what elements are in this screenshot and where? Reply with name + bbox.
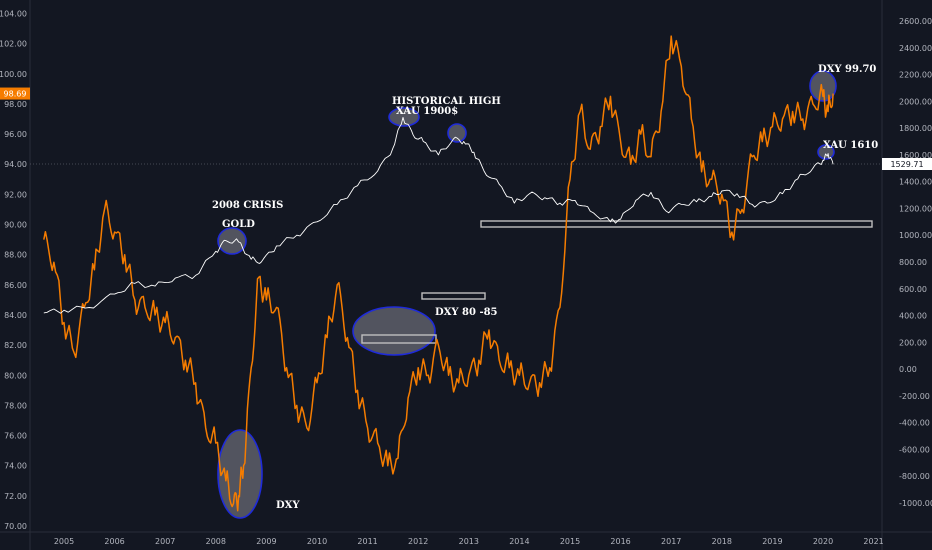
left-tick-label: 102.00 — [0, 40, 27, 49]
series-lines — [43, 35, 834, 512]
dxy-box-2[interactable] — [421, 292, 486, 300]
time-tick-label: 2009 — [256, 537, 276, 546]
xau-high-ellipse[interactable] — [388, 107, 420, 127]
left-tick-label: 100.00 — [0, 70, 27, 79]
time-tick-label: 2017 — [661, 537, 681, 546]
dxy-2020-ellipse[interactable] — [809, 70, 837, 102]
time-tick-label: 2013 — [459, 537, 479, 546]
right-tick-label: 400.00 — [899, 312, 927, 321]
left-tick-label: 78.00 — [4, 401, 27, 410]
dxy-label: DXY — [276, 500, 300, 511]
right-tick-label: -1000.00 — [899, 499, 932, 508]
xau-1900-label: XAU 1900$ — [396, 106, 458, 117]
time-tick-label: 2012 — [408, 537, 428, 546]
right-tick-label: -600.00 — [899, 445, 930, 454]
xau-2012-ellipse[interactable] — [447, 123, 467, 143]
time-tick-label: 2016 — [610, 537, 630, 546]
right-tick-label: 0.00 — [899, 365, 917, 374]
time-tick-label: 2019 — [762, 537, 782, 546]
right-tick-label: 600.00 — [899, 285, 927, 294]
time-tick-label: 2010 — [307, 537, 327, 546]
left-tick-label: 96.00 — [4, 130, 27, 139]
drawing-shapes[interactable] — [217, 70, 873, 519]
left-tick-label: 94.00 — [4, 160, 27, 169]
left-tick-label: 88.00 — [4, 251, 27, 260]
left-tick-label: 84.00 — [4, 311, 27, 320]
time-tick-label: 2011 — [357, 537, 377, 546]
left-tick-label: 92.00 — [4, 190, 27, 199]
time-tick-label: 2007 — [155, 537, 175, 546]
time-tick-label: 2014 — [509, 537, 529, 546]
right-tick-label: 2200.00 — [899, 71, 932, 80]
left-tick-label: 82.00 — [4, 341, 27, 350]
right-tick-label: 800.00 — [899, 258, 927, 267]
xau-current-value: 1529.71 — [890, 160, 923, 169]
right-tick-label: 1800.00 — [899, 124, 932, 133]
right-tick-label: -200.00 — [899, 392, 930, 401]
right-tick-label: 1200.00 — [899, 204, 932, 213]
left-axis: 70.00 72.00 74.00 76.00 78.00 80.00 82.00 84.00… — [0, 10, 30, 531]
right-tick-label: 1000.00 — [899, 231, 932, 240]
dxy-range-ellipse[interactable] — [352, 306, 436, 356]
right-tick-label: -400.00 — [899, 419, 930, 428]
time-tick-label: 2006 — [104, 537, 124, 546]
xau-series-line — [43, 116, 834, 314]
crisis-2008-label: 2008 CRISIS — [212, 200, 283, 211]
time-tick-label: 2005 — [54, 537, 74, 546]
time-axis: 2005 2006 2007 2008 2009 2010 2011 2012 2013 2014… — [54, 537, 884, 546]
left-tick-label: 72.00 — [4, 492, 27, 501]
xau-2020-ellipse[interactable] — [817, 144, 835, 160]
right-tick-label: 2600.00 — [899, 17, 932, 26]
right-tick-label: 200.00 — [899, 338, 927, 347]
right-axis: -1000.00 -800.00 -600.00 -400.00 -200.00 0.00… — [882, 17, 932, 508]
time-tick-label: 2008 — [206, 537, 226, 546]
xau-1610-label: XAU 1610 — [823, 140, 878, 151]
left-tick-label: 70.00 — [4, 522, 27, 531]
dxy-9970-label: DXY 99.70 — [818, 64, 876, 75]
xau-current-badge — [882, 158, 932, 170]
dxy-80-85-label: DXY 80 -85 — [435, 307, 498, 318]
right-tick-label: 2400.00 — [899, 44, 932, 53]
left-tick-label: 90.00 — [4, 221, 27, 230]
time-tick-label: 2015 — [560, 537, 580, 546]
right-tick-label: -800.00 — [899, 472, 930, 481]
left-tick-label: 98.00 — [4, 100, 27, 109]
support-box[interactable] — [480, 220, 873, 228]
left-tick-label: 104.00 — [0, 10, 27, 19]
dxy-series-line — [43, 35, 834, 512]
left-tick-label: 80.00 — [4, 371, 27, 380]
left-tick-label: 76.00 — [4, 432, 27, 441]
left-tick-label: 86.00 — [4, 281, 27, 290]
dxy-current-value: 98.69 — [4, 90, 27, 99]
right-tick-label: 1600.00 — [899, 151, 932, 160]
gold-label: GOLD — [222, 219, 255, 230]
right-tick-label: 2000.00 — [899, 97, 932, 106]
gold-2008-ellipse[interactable] — [217, 227, 247, 255]
left-tick-label: 74.00 — [4, 462, 27, 471]
dxy-current-badge — [0, 87, 30, 100]
right-tick-label: 1400.00 — [899, 178, 932, 187]
dxy-box-1[interactable] — [361, 334, 437, 344]
time-tick-label: 2018 — [712, 537, 732, 546]
time-tick-label: 2020 — [813, 537, 833, 546]
time-tick-label: 2021 — [863, 537, 883, 546]
historical-high-label: HISTORICAL HIGH — [392, 96, 501, 107]
